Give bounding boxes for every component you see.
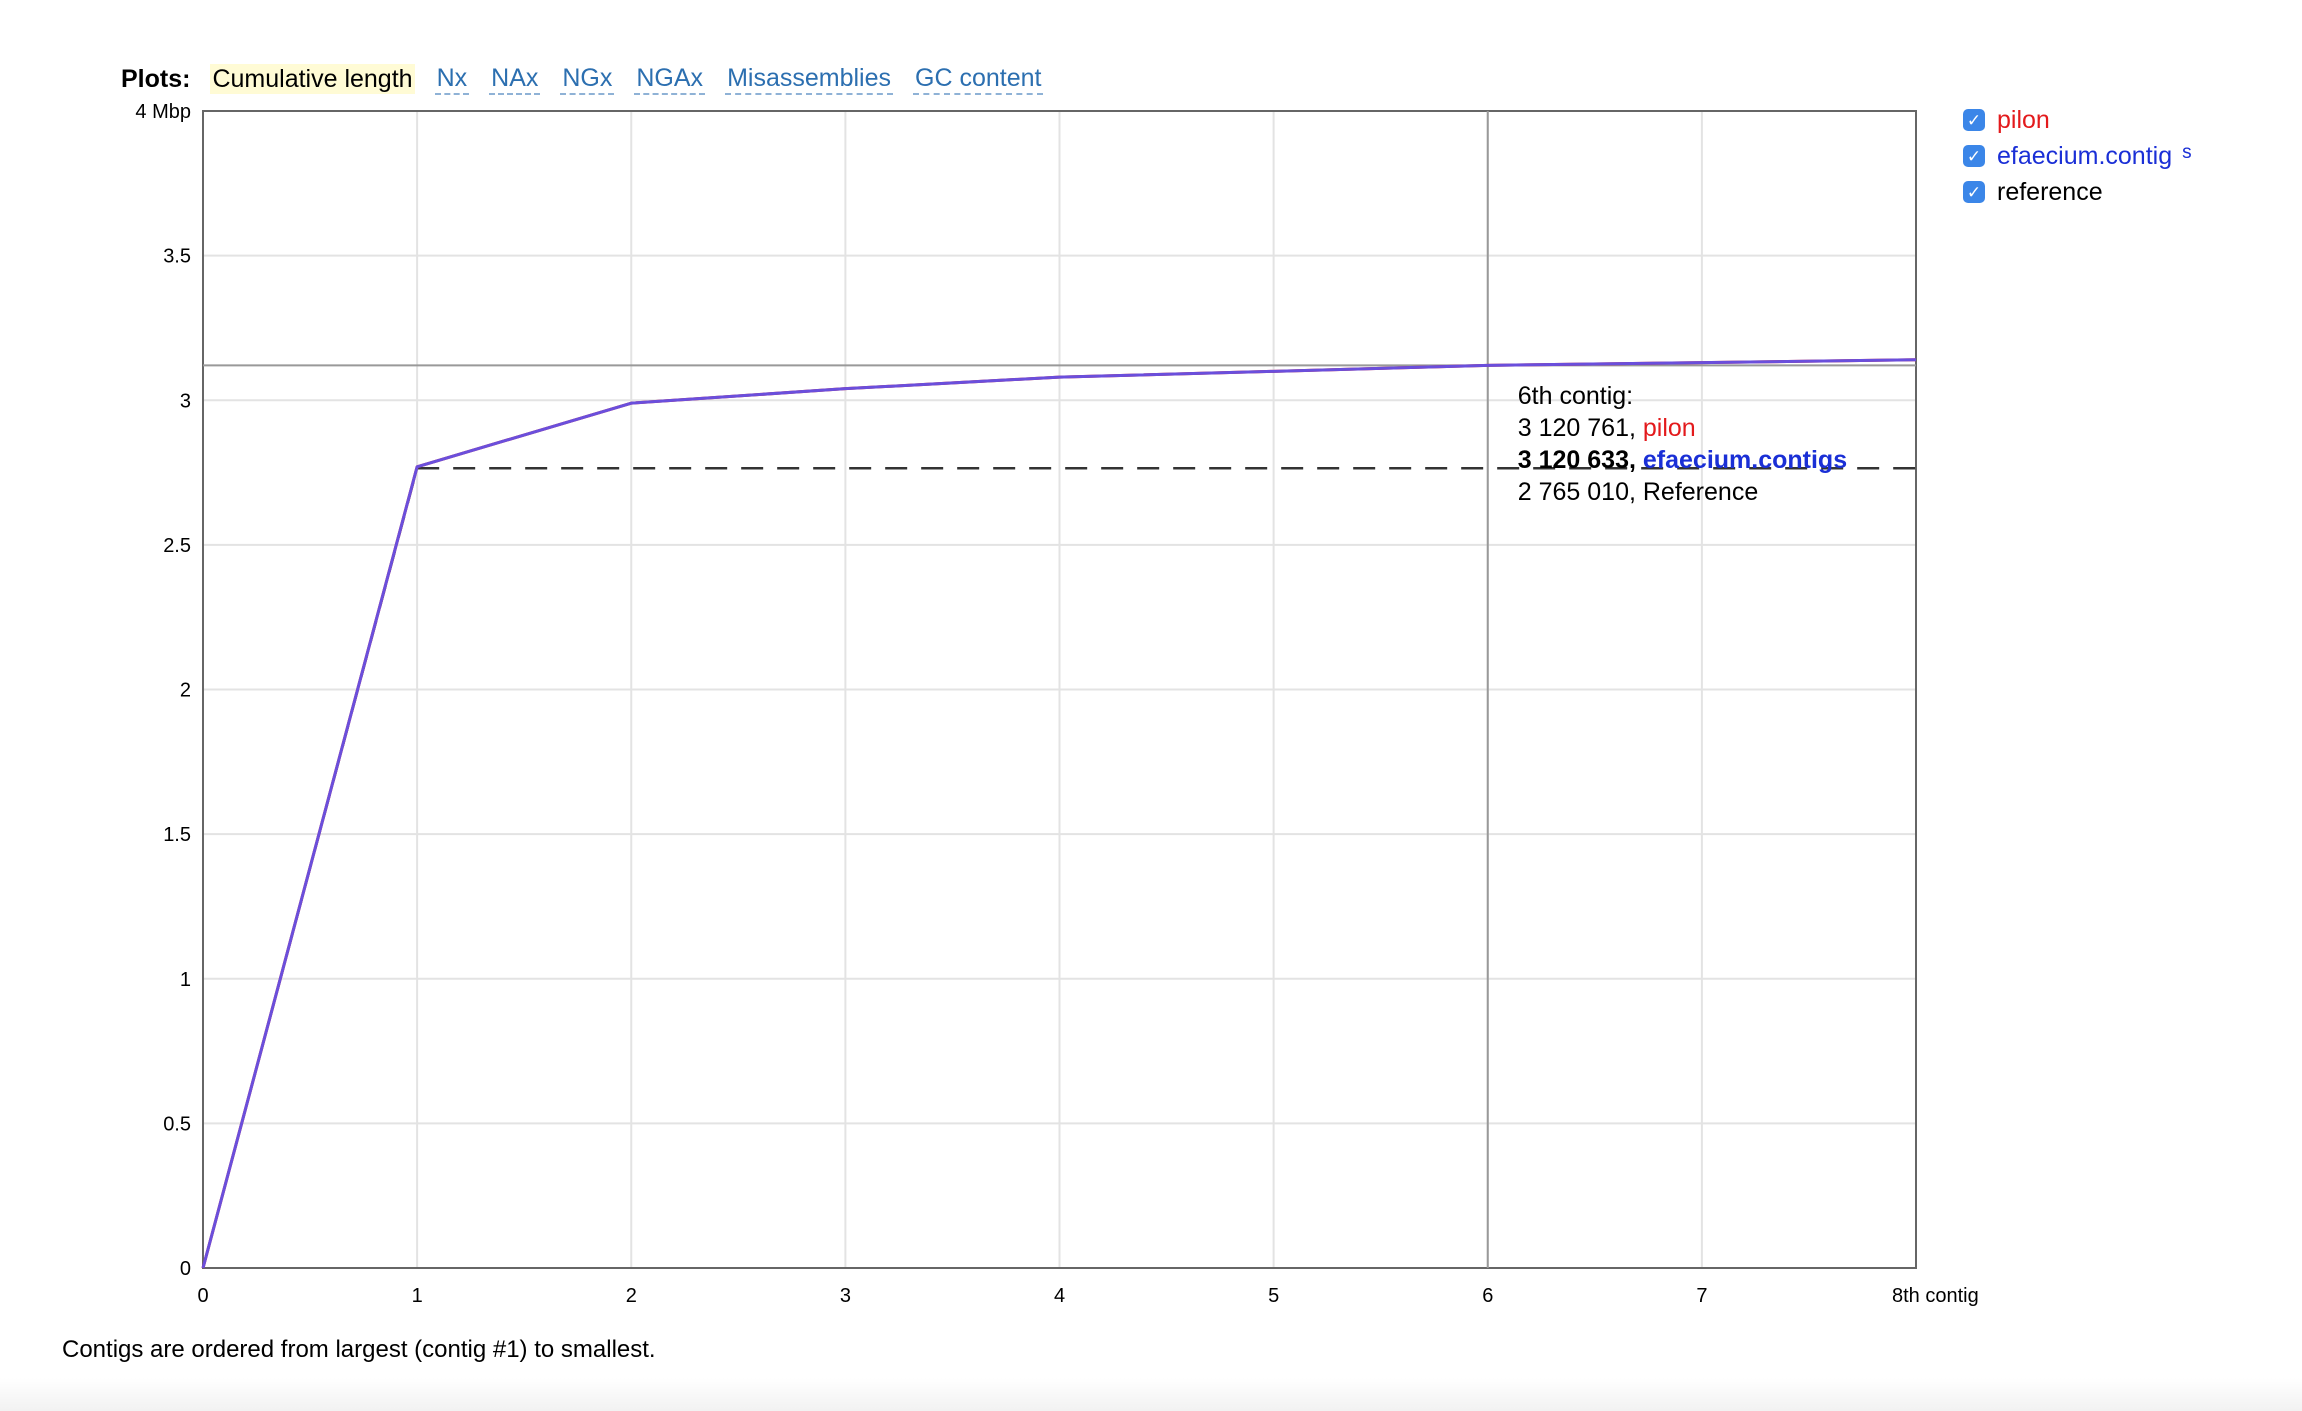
- y-tick-label: 3.5: [163, 246, 191, 268]
- checkbox-checked-icon[interactable]: ✓: [1963, 181, 1985, 203]
- y-tick-label: 4 Mbp: [135, 101, 191, 123]
- x-tick-label: 6: [1482, 1285, 1493, 1307]
- legend-label-efaecium-contigs: efaecium.contig: [1997, 141, 2173, 170]
- x-tick-label: 8th contig: [1892, 1285, 1979, 1307]
- x-tick-label: 5: [1268, 1285, 1279, 1307]
- legend: ✓ pilon ✓ efaecium.contig s ✓ reference: [1963, 102, 2192, 210]
- x-tick-label: 4: [1054, 1285, 1065, 1307]
- tab-misassemblies[interactable]: Misassemblies: [725, 63, 893, 95]
- legend-label-pilon: pilon: [1997, 105, 2050, 134]
- y-tick-label: 3: [180, 390, 191, 412]
- plots-label: Plots:: [121, 64, 191, 93]
- footnote: Contigs are ordered from largest (contig…: [62, 1336, 656, 1363]
- tooltip-value: 3 120 633,: [1518, 446, 1643, 474]
- y-tick-label: 1: [180, 969, 191, 991]
- legend-item-reference[interactable]: ✓ reference: [1963, 174, 2192, 210]
- tooltip-title: 6th contig:: [1518, 382, 1633, 410]
- series-line-efaecium-contigs: [201, 358, 1917, 1269]
- x-tick-label: 7: [1696, 1285, 1707, 1307]
- tooltip-series-name: efaecium.contigs: [1643, 446, 1847, 474]
- x-tick-label: 3: [840, 1285, 851, 1307]
- y-tick-label: 2: [180, 680, 191, 702]
- tooltip-row: 3 120 761, pilon: [1518, 414, 1696, 442]
- tooltip-series-name: pilon: [1643, 414, 1696, 442]
- tab-nax[interactable]: NAx: [489, 63, 541, 95]
- tooltip-series-name: Reference: [1643, 478, 1758, 506]
- tab-ngax[interactable]: NGAx: [634, 63, 706, 95]
- x-tick-label: 0: [197, 1285, 208, 1307]
- legend-item-pilon[interactable]: ✓ pilon: [1963, 102, 2192, 138]
- x-tick-label: 1: [412, 1285, 423, 1307]
- plot-frame: [202, 110, 1917, 1269]
- y-tick-label: 1.5: [163, 824, 191, 846]
- tooltip-row: 3 120 633, efaecium.contigs: [1518, 446, 1847, 474]
- tooltip-row: 2 765 010, Reference: [1518, 478, 1758, 506]
- tab-cumulative-length[interactable]: Cumulative length: [210, 64, 415, 94]
- checkbox-checked-icon[interactable]: ✓: [1963, 109, 1985, 131]
- legend-label-reference: reference: [1997, 177, 2103, 206]
- tooltip-value: 3 120 761,: [1518, 414, 1643, 442]
- y-tick-label: 0.5: [163, 1113, 191, 1135]
- tab-nx[interactable]: Nx: [434, 63, 470, 95]
- y-tick-label: 0: [180, 1258, 191, 1280]
- plots-tab-bar: Plots: Cumulative length Nx NAx NGx NGAx…: [121, 63, 1063, 95]
- legend-item-efaecium-contigs[interactable]: ✓ efaecium.contig s: [1963, 138, 2192, 174]
- x-tick-label: 2: [626, 1285, 637, 1307]
- tooltip-value: 2 765 010,: [1518, 478, 1643, 506]
- legend-label-suffix: s: [2182, 142, 2192, 163]
- y-tick-label: 2.5: [163, 535, 191, 557]
- checkbox-checked-icon[interactable]: ✓: [1963, 145, 1985, 167]
- tab-ngx[interactable]: NGx: [560, 63, 615, 95]
- bottom-strip: [0, 1378, 2302, 1411]
- tab-gc-content[interactable]: GC content: [913, 63, 1044, 95]
